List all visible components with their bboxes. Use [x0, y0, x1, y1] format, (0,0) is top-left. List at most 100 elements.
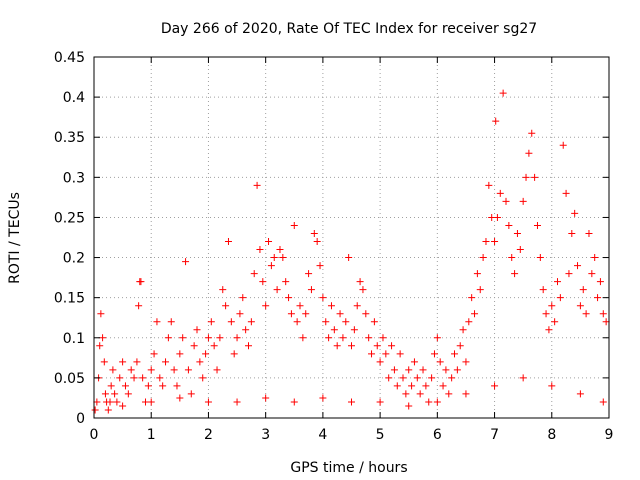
data-point — [259, 278, 267, 286]
data-point — [170, 366, 178, 374]
data-point — [310, 229, 318, 237]
data-point — [296, 302, 304, 310]
data-point — [525, 149, 533, 157]
data-point — [491, 238, 499, 246]
data-point — [362, 310, 370, 318]
data-point — [405, 366, 413, 374]
data-point — [342, 318, 350, 326]
data-point — [230, 350, 238, 358]
data-point — [402, 390, 410, 398]
data-point — [459, 326, 467, 334]
x-tick-label: 4 — [318, 427, 327, 443]
data-point — [456, 342, 464, 350]
data-point — [548, 302, 556, 310]
data-point — [222, 302, 230, 310]
data-point — [390, 366, 398, 374]
data-point — [425, 398, 433, 406]
data-points — [91, 89, 610, 414]
data-point — [416, 390, 424, 398]
y-tick-label: 0.25 — [54, 210, 85, 226]
data-point — [101, 390, 109, 398]
data-point — [253, 181, 261, 189]
data-point — [502, 197, 510, 205]
data-point — [267, 262, 275, 270]
y-tick-label: 0.2 — [63, 251, 85, 267]
data-point — [556, 294, 564, 302]
plot-frame — [93, 56, 610, 419]
data-point — [382, 350, 390, 358]
x-tick-label: 0 — [90, 427, 99, 443]
data-point — [302, 310, 310, 318]
data-point — [485, 181, 493, 189]
data-point — [385, 374, 393, 382]
data-point — [579, 286, 587, 294]
x-tick-label: 1 — [147, 427, 156, 443]
data-point — [539, 286, 547, 294]
data-point — [379, 334, 387, 342]
data-point — [299, 334, 307, 342]
data-point — [531, 173, 539, 181]
data-point — [476, 286, 484, 294]
data-point — [233, 334, 241, 342]
data-point — [508, 254, 516, 262]
data-point — [247, 318, 255, 326]
data-point — [528, 129, 536, 137]
data-point — [327, 302, 335, 310]
data-point — [462, 358, 470, 366]
data-point — [204, 334, 212, 342]
data-point — [313, 238, 321, 246]
data-point — [282, 278, 290, 286]
x-tick-label: 5 — [376, 427, 385, 443]
y-tick-label: 0.4 — [63, 90, 85, 106]
data-point — [100, 358, 108, 366]
y-tick-label: 0.45 — [54, 50, 85, 66]
data-point — [276, 246, 284, 254]
data-point — [224, 238, 232, 246]
data-point — [333, 342, 341, 350]
data-point — [465, 318, 473, 326]
data-point — [419, 366, 427, 374]
data-point — [135, 302, 143, 310]
data-point — [576, 390, 584, 398]
data-point — [97, 310, 105, 318]
data-point — [121, 382, 129, 390]
data-point — [96, 342, 104, 350]
data-point — [588, 270, 596, 278]
data-point — [542, 310, 550, 318]
x-tick-label: 7 — [490, 427, 499, 443]
data-point — [187, 390, 195, 398]
data-point — [373, 342, 381, 350]
data-point — [307, 286, 315, 294]
data-point — [433, 334, 441, 342]
data-point — [596, 278, 604, 286]
data-point — [442, 366, 450, 374]
y-tick-label: 0.1 — [63, 331, 85, 347]
data-point — [159, 382, 167, 390]
data-point — [554, 278, 561, 286]
data-point — [353, 302, 361, 310]
data-point — [473, 270, 481, 278]
x-axis-title: GPS time / hours — [290, 460, 407, 476]
data-point — [451, 350, 458, 358]
data-point — [99, 334, 107, 342]
data-point — [439, 382, 447, 390]
data-point — [376, 398, 384, 406]
y-tick-label: 0 — [76, 411, 85, 427]
data-point — [399, 374, 407, 382]
data-point — [130, 374, 138, 382]
data-point — [184, 366, 192, 374]
data-point — [290, 221, 298, 229]
data-point — [448, 374, 456, 382]
data-point — [316, 262, 324, 270]
data-point — [285, 294, 293, 302]
data-point — [250, 270, 258, 278]
data-point — [193, 326, 201, 334]
data-point — [430, 350, 438, 358]
data-point — [162, 358, 170, 366]
data-point — [216, 334, 224, 342]
data-point — [491, 382, 499, 390]
chart-title: Day 266 of 2020, Rate Of TEC Index for r… — [161, 21, 537, 37]
data-point — [305, 270, 313, 278]
data-point — [144, 382, 152, 390]
x-tick-label: 6 — [433, 427, 442, 443]
